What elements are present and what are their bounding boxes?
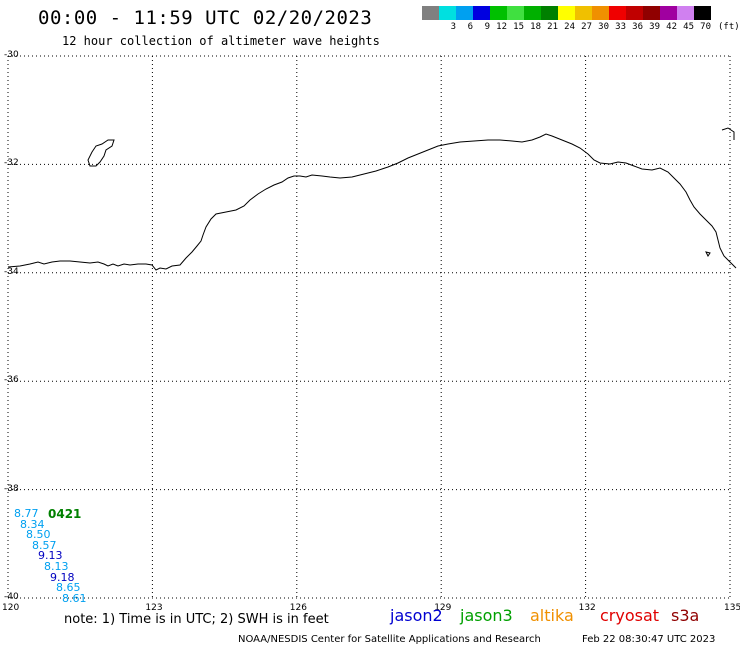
legend-swatch [677, 6, 694, 20]
pass-time-label: 0421 [48, 507, 82, 521]
legend-swatch [609, 6, 626, 20]
legend-units: (ft) [718, 22, 740, 32]
legend-label: 39 [649, 22, 660, 32]
wave-height-value: 8.57 [32, 538, 57, 552]
lon-tick-label: 120 [2, 603, 20, 613]
island [87, 139, 115, 167]
lat-tick-label: -40 [4, 592, 19, 602]
satellite-label: jason2 [390, 606, 443, 625]
legend-label: 70 [700, 22, 711, 32]
legend-swatch [524, 6, 541, 20]
legend-label: 27 [581, 22, 592, 32]
lat-tick-label: -38 [4, 483, 19, 494]
lon-tick-label: 135 [724, 603, 740, 613]
footer-timestamp: Feb 22 08:30:47 UTC 2023 [582, 634, 716, 645]
footer-credit: NOAA/NESDIS Center for Satellite Applica… [238, 634, 541, 645]
color-legend [422, 6, 711, 20]
wave-height-value: 8.13 [44, 560, 69, 573]
legend-swatch [694, 6, 711, 20]
satellite-label: cryosat [600, 606, 660, 625]
legend-label: 6 [467, 22, 473, 32]
legend-label: 18 [530, 22, 541, 32]
lon-tick-label: 132 [578, 603, 596, 613]
legend-swatch [422, 6, 439, 20]
satellite-label: s3a [671, 606, 700, 625]
lat-tick-label: -34 [4, 266, 19, 277]
legend-label: 45 [683, 22, 694, 32]
legend-swatch [541, 6, 558, 20]
lon-tick-label: 129 [434, 603, 452, 613]
legend-swatch [507, 6, 524, 20]
map-subtitle: 12 hour collection of altimeter wave hei… [62, 34, 380, 48]
legend-label: 3 [450, 22, 456, 32]
wave-height-value: 8.50 [26, 528, 51, 542]
lon-tick-label: 123 [145, 603, 163, 613]
lat-tick-label: -30 [4, 50, 19, 60]
coastline-east [721, 127, 735, 140]
legend-swatch [456, 6, 473, 20]
lat-tick-label: -32 [4, 158, 19, 169]
legend-label: 15 [513, 22, 524, 32]
map-title: 00:00 - 11:59 UTC 02/20/2023 [38, 7, 373, 29]
legend-label: 30 [598, 22, 609, 32]
legend-swatch [439, 6, 456, 20]
wave-height-value: 8.65 [56, 581, 81, 595]
wave-height-value: 8.34 [20, 517, 45, 531]
graticule [7, 55, 731, 599]
satellite-label: altika [530, 606, 574, 625]
lat-tick-label: -36 [4, 375, 19, 386]
wave-height-value: 9.13 [38, 549, 63, 563]
legend-swatch [626, 6, 643, 20]
island-small [705, 251, 711, 257]
legend-swatch [575, 6, 592, 20]
color-legend-labels: 3 6 9 12 15 18 21 24 27 30 33 36 39 42 45 70 [422, 22, 711, 32]
lon-tick-label: 126 [289, 603, 307, 613]
legend-label: 33 [615, 22, 626, 32]
legend-swatch [490, 6, 507, 20]
legend-label: 21 [547, 22, 558, 32]
legend-label: 36 [632, 22, 643, 32]
wave-height-value: 8.77 [14, 507, 39, 520]
footnote: note: 1) Time is in UTC; 2) SWH is in fe… [64, 612, 329, 627]
legend-label: 12 [496, 22, 507, 32]
legend-label: 24 [564, 22, 575, 32]
legend-swatch [473, 6, 490, 20]
legend-swatch [558, 6, 575, 20]
legend-label: 42 [666, 22, 677, 32]
legend-swatch [592, 6, 609, 20]
legend-swatch [660, 6, 677, 20]
wave-height-value: 9.18 [50, 570, 75, 584]
satellite-label: jason3 [460, 606, 513, 625]
legend-label: 9 [484, 22, 490, 32]
coastline [7, 133, 737, 271]
wave-height-value: 8.61 [62, 591, 87, 605]
legend-swatch [643, 6, 660, 20]
